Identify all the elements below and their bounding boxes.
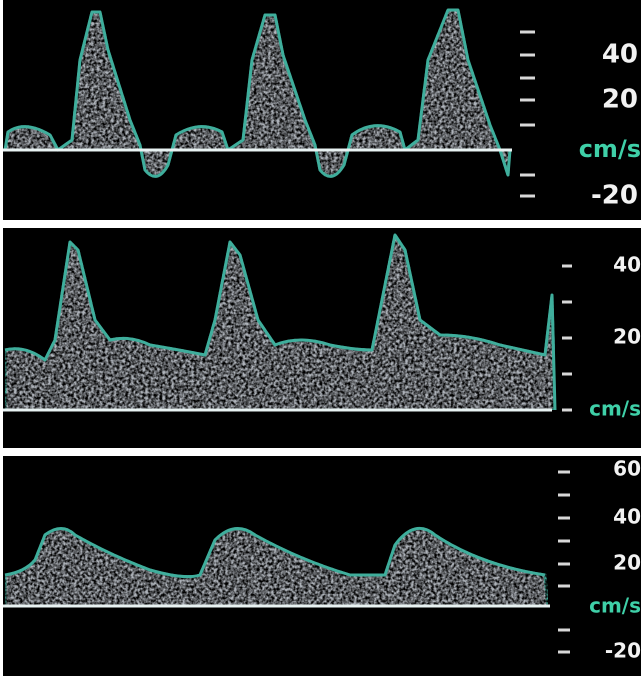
scale-label: 40: [613, 253, 641, 277]
unit-label: cm/s: [589, 594, 641, 618]
scale-ticks: [562, 264, 572, 412]
unit-label: cm/s: [579, 135, 641, 163]
unit-label: cm/s: [589, 397, 641, 421]
scale-label: -20: [591, 181, 638, 211]
scale-ticks: [558, 470, 570, 654]
scale-label: 20: [602, 85, 638, 115]
scale-label: 20: [613, 551, 641, 575]
scale-label: 40: [613, 505, 641, 529]
scale-label: 60: [613, 457, 641, 481]
waveform-edge: [3, 8, 512, 178]
scale-label: 40: [602, 40, 638, 70]
scale-label: -20: [605, 639, 641, 663]
scale-ticks: [520, 30, 535, 198]
waveform-edge: [4, 233, 557, 411]
waveform-edge: [4, 526, 546, 579]
scale-label: 20: [613, 325, 641, 349]
